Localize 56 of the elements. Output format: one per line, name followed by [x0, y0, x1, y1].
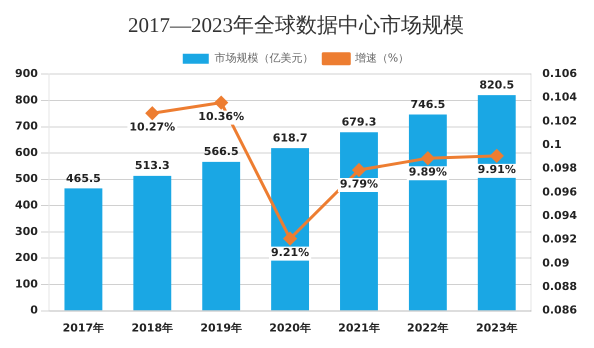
y2-tick-label: 0.098: [542, 162, 578, 175]
data-label: 566.5: [204, 145, 239, 158]
y-tick-label: 600: [14, 146, 38, 159]
y2-tick-label: 0.092: [542, 232, 578, 246]
data-label: 10.27%: [129, 120, 176, 134]
bar: [133, 176, 172, 310]
point: [214, 96, 228, 110]
data-label: 465.5: [66, 172, 101, 185]
point: [490, 149, 504, 162]
point: [352, 164, 366, 177]
y2-tick-label: 0.09: [542, 256, 570, 270]
x-tick-label: 2020年: [269, 321, 311, 334]
y-tick-label: 100: [14, 277, 38, 290]
data-label: 679.3: [342, 116, 376, 129]
data-label: 9.91%: [478, 163, 516, 176]
y2-tick-label: 0.1: [542, 138, 562, 152]
data-label: 618.7: [272, 132, 308, 145]
x-tick-label: 2022年: [407, 321, 449, 334]
y-tick-label: 300: [14, 224, 38, 238]
y-tick-label: 900: [14, 67, 38, 80]
x-tick-label: 2023年: [476, 321, 518, 334]
y-tick-label: 800: [14, 93, 38, 106]
data-label: 9.89%: [408, 166, 447, 179]
data-label: 746.5: [410, 98, 446, 111]
y2-tick-label: 0.096: [542, 185, 578, 198]
x-tick-label: 2021年: [338, 321, 380, 334]
y2-tick-label: 0.106: [542, 67, 578, 80]
data-label: 9.21%: [271, 246, 310, 259]
bar: [340, 132, 378, 310]
y2-tick-label: 0.086: [542, 304, 578, 317]
y2-tick-label: 0.094: [542, 209, 578, 222]
bar: [478, 95, 516, 310]
y2-tick-label: 0.102: [542, 114, 578, 128]
y-tick-label: 700: [14, 120, 38, 133]
x-tick-label: 2018年: [131, 321, 174, 334]
x-tick-label: 2019年: [200, 321, 242, 334]
point: [284, 232, 297, 246]
x-tick-label: 2017年: [62, 321, 104, 334]
bar: [202, 162, 240, 310]
y-tick-label: 400: [14, 198, 38, 212]
data-label: 10.36%: [198, 110, 244, 123]
y2-tick-label: 0.088: [542, 280, 578, 293]
bar: [64, 188, 102, 310]
data-label: 820.5: [479, 78, 514, 92]
y-tick-label: 0: [30, 304, 38, 317]
legend-label: 市场规模（亿美元）: [214, 52, 314, 65]
point: [146, 106, 159, 120]
bar: [408, 114, 447, 310]
y-tick-label: 200: [14, 251, 38, 264]
point: [421, 152, 434, 165]
legend-label: 增速（%）: [354, 52, 410, 65]
y2-tick-label: 0.104: [542, 90, 578, 104]
data-label: 513.3: [134, 159, 170, 172]
chart-title: 2017—2023年全球数据中心市场规模: [128, 13, 464, 38]
data-label: 9.79%: [340, 177, 378, 190]
y-tick-label: 500: [14, 172, 38, 186]
